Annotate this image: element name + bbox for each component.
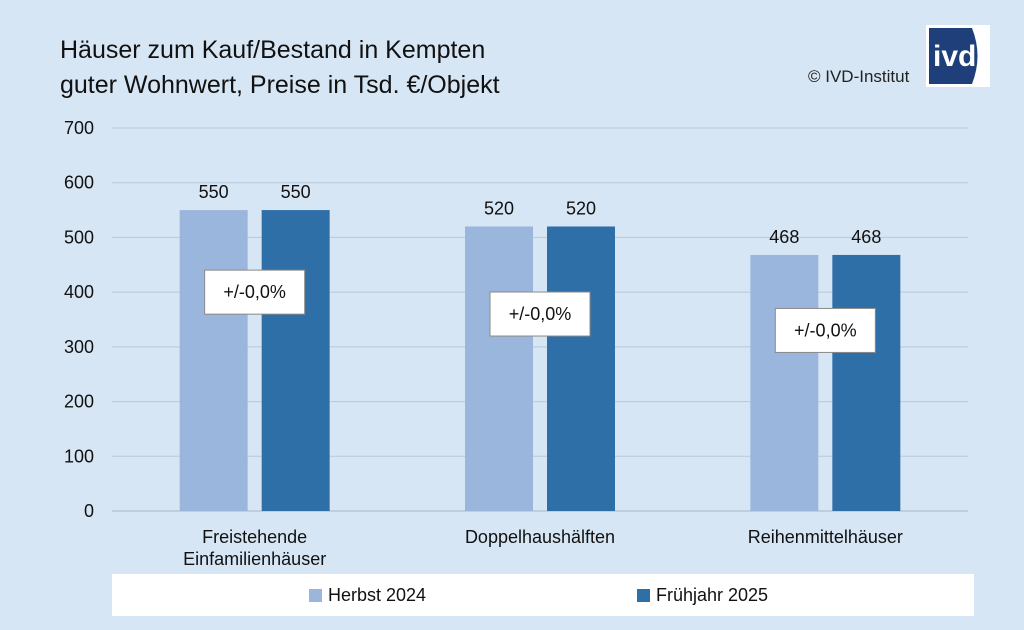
annotations: +/-0,0% +/-0,0% +/-0,0%	[204, 269, 876, 353]
y-tick-label: 0	[84, 501, 94, 521]
legend-swatch	[637, 589, 650, 602]
annotation-label: +/-0,0%	[509, 304, 572, 324]
data-labels: 550 550 520 520 468 468	[199, 182, 882, 247]
y-tick-label: 700	[64, 118, 94, 138]
ivd-logo: ivd	[926, 25, 990, 87]
annotation-box	[204, 269, 306, 315]
y-axis: 0 100 200 300 400 500 600 700	[64, 118, 94, 521]
data-label: 468	[769, 227, 799, 247]
chart-title-line-2: guter Wohnwert, Preise in Tsd. €/Objekt	[60, 71, 500, 99]
logo-swoosh	[972, 28, 987, 84]
legend-box	[112, 574, 974, 616]
y-tick-label: 600	[64, 173, 94, 193]
bar	[547, 226, 615, 511]
chart-title-line-1: Häuser zum Kauf/Bestand in Kempten	[60, 36, 485, 64]
annotation-label: +/-0,0%	[794, 320, 857, 340]
category-label: Doppelhaushälften	[465, 527, 615, 547]
y-tick-label: 300	[64, 337, 94, 357]
y-tick-label: 200	[64, 392, 94, 412]
data-label: 468	[851, 227, 881, 247]
bars	[179, 210, 901, 512]
bar	[832, 254, 901, 512]
category-label: Reihenmittelhäuser	[748, 527, 903, 547]
legend-swatch	[309, 589, 322, 602]
data-label: 550	[281, 182, 311, 202]
bar	[465, 226, 533, 511]
category-label: Freistehende	[202, 527, 307, 547]
legend-label: Frühjahr 2025	[656, 585, 768, 605]
annotation-box	[489, 291, 591, 337]
annotation-label: +/-0,0%	[223, 282, 286, 302]
legend: Herbst 2024 Frühjahr 2025	[112, 574, 974, 616]
data-label: 550	[199, 182, 229, 202]
annotation-box	[774, 307, 876, 353]
bar	[179, 210, 248, 512]
bar	[750, 254, 819, 512]
logo-text: ivd	[933, 40, 976, 73]
bar	[261, 210, 330, 512]
copyright-text: © IVD-Institut	[808, 67, 910, 86]
legend-label: Herbst 2024	[328, 585, 426, 605]
y-tick-label: 100	[64, 446, 94, 466]
data-label: 520	[566, 198, 596, 218]
category-label: Einfamilienhäuser	[183, 549, 326, 569]
y-tick-label: 400	[64, 282, 94, 302]
data-label: 520	[484, 198, 514, 218]
y-tick-label: 500	[64, 227, 94, 247]
